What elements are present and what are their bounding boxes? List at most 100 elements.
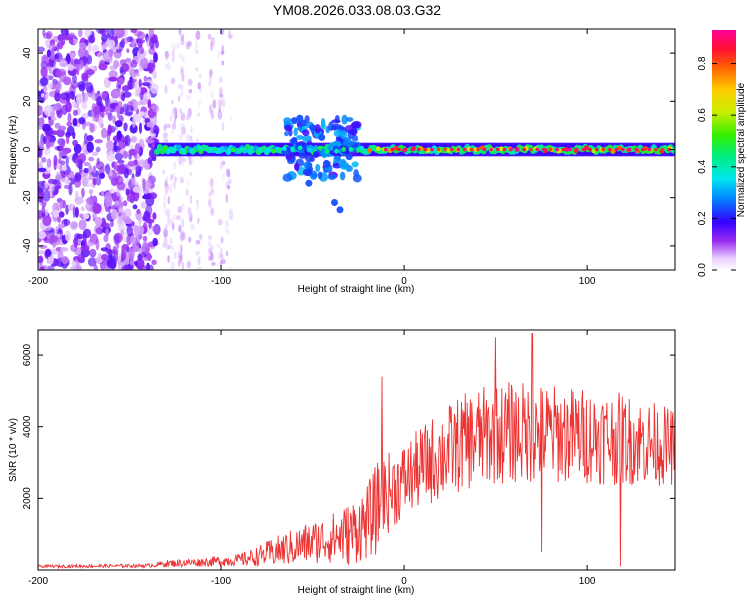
heatmap-blob-1793 xyxy=(627,147,632,152)
heatmap-blob-1756 xyxy=(384,147,388,152)
heatmap-blob-1770 xyxy=(476,147,480,152)
heatmap-blob-1119 xyxy=(210,253,214,261)
heatmap-blob-1015 xyxy=(220,160,223,171)
heatmap-blob-657 xyxy=(119,196,124,201)
heatmap-blob-1104 xyxy=(162,135,167,145)
heatmap-blob-1758 xyxy=(397,147,401,152)
heatmap-blob-781 xyxy=(146,179,152,189)
heatmap-blob-818 xyxy=(135,85,142,94)
heatmap-blob-581 xyxy=(82,213,90,220)
heatmap-blob-1743 xyxy=(564,147,570,152)
heatmap-blob-1083 xyxy=(166,123,171,129)
heatmap-blob-743 xyxy=(74,59,81,65)
colorbar-tick-label-1: 0.2 xyxy=(697,211,708,225)
heatmap-blob-767 xyxy=(126,225,134,237)
heatmap-blob-1687 xyxy=(299,119,307,127)
heatmap-blob-888 xyxy=(116,163,126,175)
heatmap-blob-656 xyxy=(86,141,94,153)
heatmap-blob-478 xyxy=(94,139,103,144)
heatmap-blob-1043 xyxy=(217,110,223,120)
heatmap-blob-1614 xyxy=(331,123,342,130)
heatmap-blob-739 xyxy=(122,91,132,98)
heatmap-blob-735 xyxy=(101,43,107,51)
heatmap-blob-686 xyxy=(72,109,79,116)
heatmap-blob-822 xyxy=(80,244,90,252)
heatmap-blob-1054 xyxy=(190,126,193,134)
heatmap-blob-927 xyxy=(209,41,214,52)
heatmap-blob-1797 xyxy=(654,147,658,152)
heatmap-blob-1080 xyxy=(171,50,175,55)
heatmap-blob-361 xyxy=(77,237,82,246)
heatmap-blob-909 xyxy=(197,112,201,117)
heatmap-blob-791 xyxy=(52,78,58,85)
heatmap-blob-970 xyxy=(164,50,170,59)
heatmap-blob-969 xyxy=(167,196,170,205)
heatmap-blob-1783 xyxy=(561,147,566,152)
heatmap-blob-955 xyxy=(189,171,192,177)
heatmap-blob-1078 xyxy=(195,199,199,204)
snr-xtick-label-2: 0 xyxy=(401,576,407,587)
heatmap-blob-1115 xyxy=(179,179,185,184)
heatmap-blob-639 xyxy=(142,241,147,251)
heatmap-blob-637 xyxy=(80,206,85,212)
heatmap-blob-1045 xyxy=(165,56,168,62)
heatmap-blob-508 xyxy=(98,172,106,179)
heatmap-blob-446 xyxy=(91,151,99,156)
heatmap-blob-744 xyxy=(97,116,104,127)
heatmap-blob-1760 xyxy=(410,147,414,152)
heatmap-blob-1779 xyxy=(535,147,540,152)
heatmap-blob-933 xyxy=(210,90,215,99)
heatmap-blob-958 xyxy=(225,193,229,203)
heatmap-blob-1689 xyxy=(318,133,326,141)
heatmap-blob-1789 xyxy=(601,147,605,152)
heatmap-blob-941 xyxy=(173,251,177,259)
heatmap-blob-611 xyxy=(61,104,68,116)
heatmap-blob-1773 xyxy=(496,147,500,152)
heatmap-blob-1029 xyxy=(177,206,182,214)
heatmap-blob-653 xyxy=(135,258,145,270)
heatmap-blob-994 xyxy=(199,88,202,94)
spectrogram-xtick-label-3: 100 xyxy=(579,276,596,287)
heatmap-blob-1661 xyxy=(351,120,362,129)
heatmap-blob-1690 xyxy=(305,179,313,187)
heatmap-blob-1074 xyxy=(210,187,214,193)
heatmap-blob-862 xyxy=(96,51,106,61)
heatmap-blob-1787 xyxy=(588,147,592,152)
heatmap-blob-593 xyxy=(50,48,55,58)
heatmap-blob-1034 xyxy=(178,155,183,166)
heatmap-blob-792 xyxy=(54,92,61,102)
heatmap-blob-1596 xyxy=(284,131,289,137)
heatmap-blob-1666 xyxy=(333,129,343,138)
heatmap-blob-626 xyxy=(78,117,86,125)
heatmap-blob-815 xyxy=(145,139,155,144)
heatmap-blob-889 xyxy=(40,265,45,270)
snr-ytick-label-2: 6000 xyxy=(22,344,33,367)
heatmap-blob-203 xyxy=(87,257,97,267)
heatmap-blob-1094 xyxy=(177,251,181,260)
heatmap-blob-891 xyxy=(115,29,125,38)
heatmap-blob-1767 xyxy=(456,147,461,152)
heatmap-blob-737 xyxy=(48,82,53,91)
heatmap-blob-922 xyxy=(164,224,169,229)
heatmap-blob-788 xyxy=(108,76,118,82)
heatmap-blob-880 xyxy=(146,121,154,128)
heatmap-blob-989 xyxy=(220,259,226,265)
heatmap-blob-783 xyxy=(93,106,101,115)
heatmap-blob-294 xyxy=(69,90,75,100)
heatmap-blob-473 xyxy=(105,163,111,175)
heatmap-blob-1009 xyxy=(211,261,216,266)
heatmap-blob-629 xyxy=(70,52,76,60)
heatmap-blob-719 xyxy=(71,259,80,268)
heatmap-blob-1100 xyxy=(170,174,173,181)
heatmap-blob-797 xyxy=(42,32,51,39)
heatmap-blob-706 xyxy=(110,88,121,99)
heatmap-blob-1665 xyxy=(281,150,290,156)
heatmap-blob-684 xyxy=(116,130,122,141)
spectrogram-ytick-label-1: -20 xyxy=(22,190,33,205)
heatmap-blob-807 xyxy=(55,69,62,78)
heatmap-blob-1707 xyxy=(264,147,269,153)
heatmap-blob-415 xyxy=(75,190,79,200)
heatmap-blob-1062 xyxy=(172,171,175,178)
heatmap-blob-842 xyxy=(138,248,143,254)
heatmap-blob-1092 xyxy=(171,100,174,105)
